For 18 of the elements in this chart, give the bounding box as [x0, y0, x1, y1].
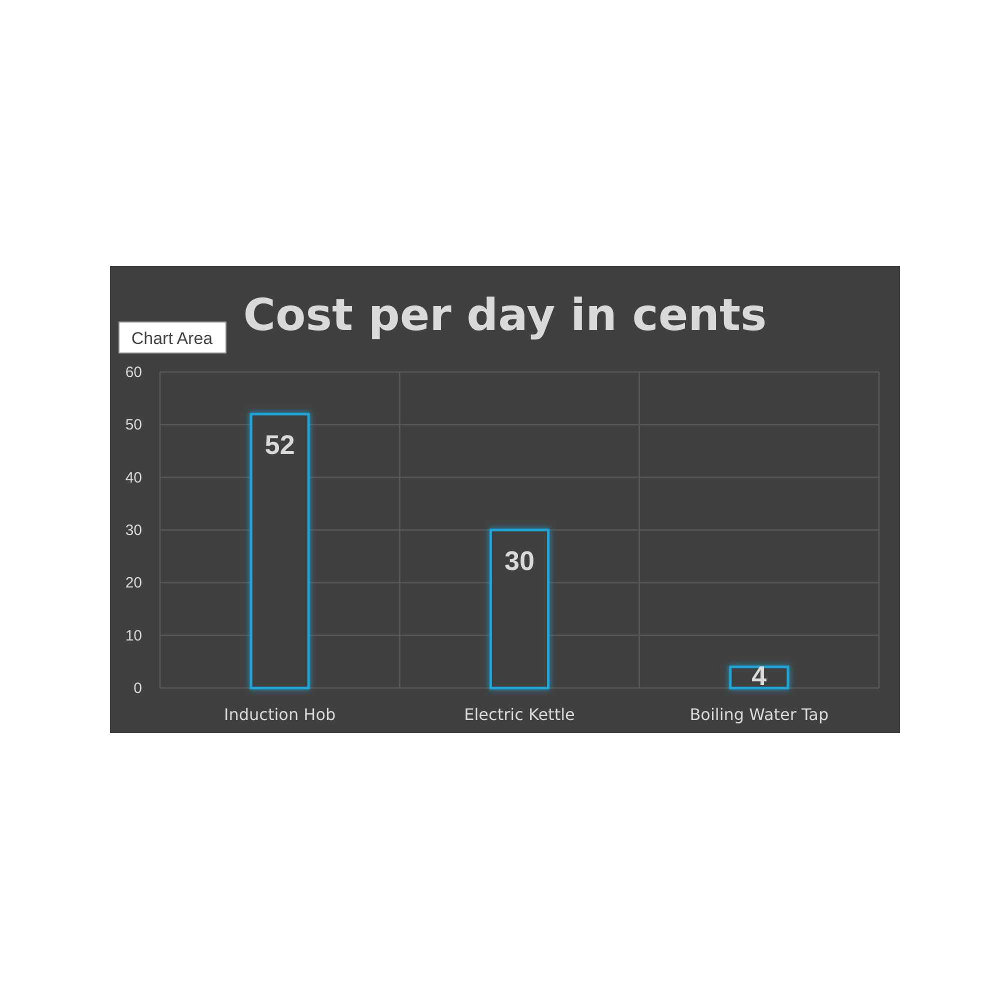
y-tick-label: 0: [134, 680, 142, 697]
bar: [489, 528, 550, 690]
y-tick-label: 10: [125, 627, 142, 644]
data-label: 4: [752, 660, 767, 691]
text: Chart Area: [131, 329, 214, 348]
y-tick-label: 40: [125, 469, 142, 486]
y-tick-label: 30: [125, 522, 142, 539]
bar: [729, 666, 790, 690]
y-tick-label: 60: [125, 364, 142, 381]
chart-title: Cost per day in cents: [243, 290, 767, 341]
data-label: 52: [264, 430, 295, 460]
x-tick-label: Electric Kettle: [464, 705, 575, 724]
x-tick-label: Induction Hob: [224, 705, 336, 724]
y-tick-label: 20: [125, 574, 142, 592]
bar: [250, 412, 310, 690]
y-tick-label: 50: [125, 416, 142, 434]
data-label: 30: [504, 546, 535, 576]
x-tick-label: Boiling Water Tap: [690, 705, 829, 724]
